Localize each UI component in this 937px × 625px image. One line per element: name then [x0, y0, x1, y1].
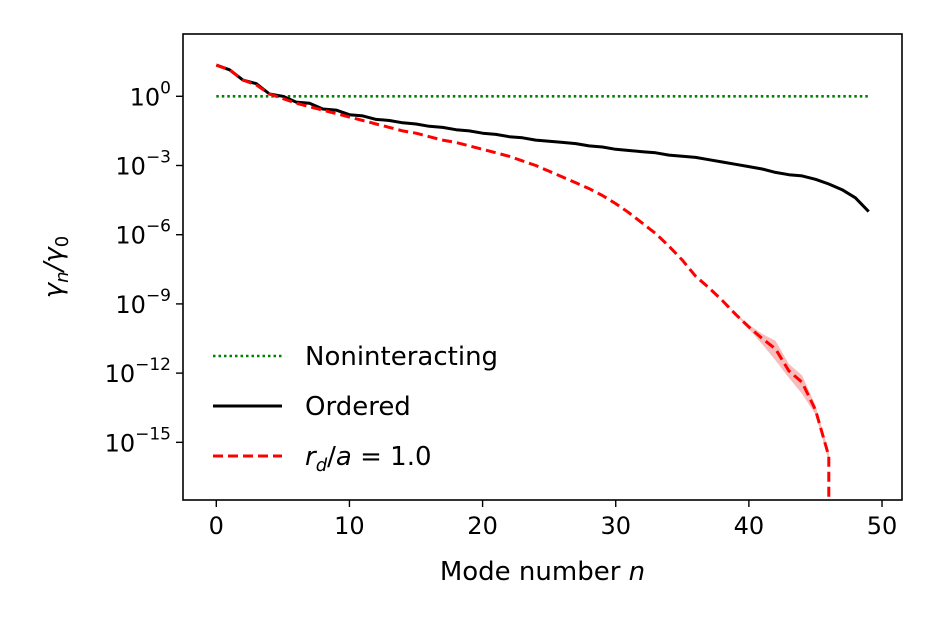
- x-axis-title: Mode number n: [440, 557, 645, 587]
- x-tick-label: 50: [867, 512, 898, 540]
- y-tick-label: 10−9: [115, 286, 171, 319]
- error-band-layer: [216, 65, 829, 500]
- legend-label-r-d-a-1-0: rd/a = 1.0: [305, 442, 432, 476]
- y-tick-label: 10−15: [105, 424, 171, 457]
- legend-label-ordered: Ordered: [305, 392, 411, 422]
- series-layer: [215, 63, 870, 500]
- y-tick-label: 10−12: [105, 355, 171, 388]
- y-axis-title: γn/γ0: [39, 236, 73, 298]
- x-tick-label: 30: [600, 512, 631, 540]
- y-tick-label: 100: [130, 78, 171, 111]
- x-tick-label: 10: [334, 512, 365, 540]
- series-line-ordered: [215, 63, 870, 213]
- y-axis-ticks: 100 10−3 10−6 10−9 10−12 10−15: [105, 78, 183, 457]
- y-tick-label: 10−3: [115, 147, 171, 180]
- x-tick-label: 0: [209, 512, 224, 540]
- error-band-r-d-a-1-0: [216, 65, 829, 500]
- plot-frame: [182, 33, 903, 501]
- axis-titles: Mode number n γn/γ0: [39, 236, 645, 587]
- x-tick-label: 40: [734, 512, 765, 540]
- legend: Noninteracting Ordered rd/a = 1.0: [213, 342, 498, 476]
- series-line-r-d-a-1-0: [215, 63, 831, 500]
- y-tick-label: 10−6: [115, 217, 171, 250]
- x-tick-label: 20: [467, 512, 498, 540]
- x-axis-ticks: 0 10 20 30 40 50: [209, 500, 898, 540]
- legend-label-noninteracting: Noninteracting: [305, 342, 498, 372]
